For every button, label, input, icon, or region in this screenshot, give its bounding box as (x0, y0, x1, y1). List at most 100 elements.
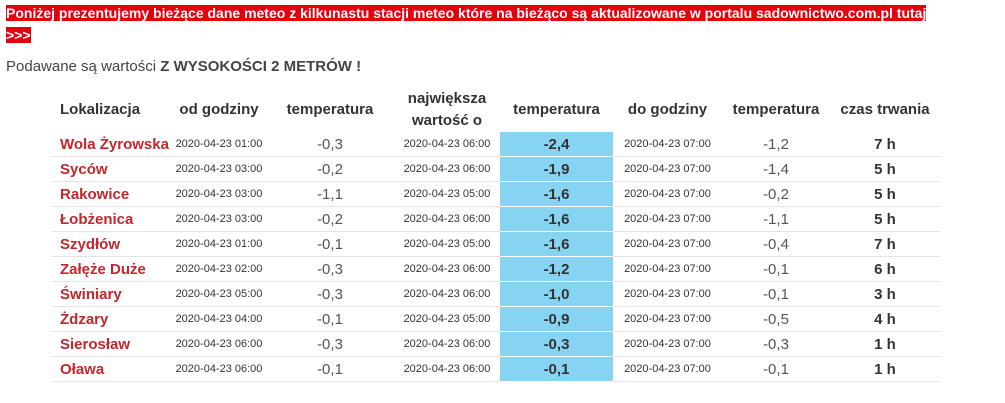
banner-link[interactable]: >>> (6, 27, 31, 43)
note-text: Podawane są wartości (6, 58, 161, 75)
start-temp: -0,3 (266, 256, 394, 282)
start-time: 2020-04-23 06:00 (172, 356, 266, 382)
start-time: 2020-04-23 02:00 (172, 256, 266, 282)
max-temp: -1,6 (500, 206, 613, 232)
duration: 1 h (830, 331, 940, 357)
table-row: Żdzary 2020-04-23 04:00 -0,1 2020-04-23 05:… (52, 306, 940, 332)
max-time: 2020-04-23 06:00 (394, 256, 500, 282)
start-time: 2020-04-23 03:00 (172, 181, 266, 207)
start-time: 2020-04-23 03:00 (172, 206, 266, 232)
column-header: Lokalizacja (60, 101, 141, 118)
data-table: Lokalizacja od godziny temperatura najwięks… (52, 88, 940, 382)
location[interactable]: Syców (52, 156, 172, 182)
end-temp: -0,2 (722, 181, 830, 207)
table-row: Rakowice 2020-04-23 03:00 -1,1 2020-04-23 0… (52, 181, 940, 207)
duration: 6 h (830, 256, 940, 282)
column-header: temperatura (732, 101, 820, 118)
note-bold: Z WYSOKOŚCI 2 METRÓW ! (160, 58, 362, 75)
max-temp: -0,3 (500, 331, 613, 357)
start-time: 2020-04-23 01:00 (172, 132, 266, 157)
location[interactable]: Żdzary (52, 306, 172, 332)
table-row: Załęże Duże 2020-04-23 02:00 -0,3 2020-04-2… (52, 256, 940, 282)
table-row: Sierosław 2020-04-23 06:00 -0,3 2020-04-23 … (52, 331, 940, 357)
end-temp: -0,1 (722, 356, 830, 382)
start-temp: -0,1 (266, 231, 394, 257)
start-temp: -0,1 (266, 356, 394, 382)
table-row: Szydłów 2020-04-23 01:00 -0,1 2020-04-23 05… (52, 231, 940, 257)
end-time: 2020-04-23 07:00 (613, 156, 722, 182)
max-time: 2020-04-23 05:00 (394, 181, 500, 207)
end-time: 2020-04-23 07:00 (613, 206, 722, 232)
table-row: Świniary 2020-04-23 05:00 -0,3 2020-04-23 0… (52, 281, 940, 307)
duration: 7 h (830, 132, 940, 157)
duration: 5 h (830, 181, 940, 207)
banner-line: Poniżej prezentujemy bieżące dane meteo … (6, 5, 927, 21)
column-header: temperatura (286, 101, 374, 118)
start-time: 2020-04-23 05:00 (172, 281, 266, 307)
start-time: 2020-04-23 01:00 (172, 231, 266, 257)
end-time: 2020-04-23 07:00 (613, 132, 722, 157)
end-time: 2020-04-23 07:00 (613, 306, 722, 332)
duration: 7 h (830, 231, 940, 257)
duration: 5 h (830, 156, 940, 182)
max-time: 2020-04-23 06:00 (394, 132, 500, 157)
column-header: od godziny (179, 101, 259, 118)
location[interactable]: Szydłów (52, 231, 172, 257)
max-temp: -1,6 (500, 181, 613, 207)
start-temp: -0,3 (266, 331, 394, 357)
table-row: Syców 2020-04-23 03:00 -0,2 2020-04-23 06:0… (52, 156, 940, 182)
end-time: 2020-04-23 07:00 (613, 281, 722, 307)
start-temp: -0,3 (266, 132, 394, 157)
location[interactable]: Oława (52, 356, 172, 382)
end-time: 2020-04-23 07:00 (613, 331, 722, 357)
end-time: 2020-04-23 07:00 (613, 181, 722, 207)
table-row: Wola Żyrowska 2020-04-23 01:00 -0,3 2020-04… (52, 132, 940, 157)
max-time: 2020-04-23 06:00 (394, 331, 500, 357)
duration: 1 h (830, 356, 940, 382)
location[interactable]: Świniary (52, 281, 172, 307)
max-temp: -2,4 (500, 132, 613, 157)
location[interactable]: Załęże Duże (52, 256, 172, 282)
start-temp: -0,3 (266, 281, 394, 307)
end-temp: -0,3 (722, 331, 830, 357)
banner: Poniżej prezentujemy bieżące dane meteo … (6, 2, 996, 46)
end-time: 2020-04-23 07:00 (613, 231, 722, 257)
column-header: czas trwania (840, 101, 930, 118)
start-temp: -0,2 (266, 156, 394, 182)
location[interactable]: Sierosław (52, 331, 172, 357)
column-header: temperatura (513, 101, 600, 118)
max-temp: -0,1 (500, 356, 613, 382)
max-temp: -0,9 (500, 306, 613, 332)
max-time: 2020-04-23 06:00 (394, 356, 500, 382)
end-temp: -1,1 (722, 206, 830, 232)
max-time: 2020-04-23 05:00 (394, 231, 500, 257)
max-temp: -1,2 (500, 256, 613, 282)
max-time: 2020-04-23 06:00 (394, 156, 500, 182)
max-time: 2020-04-23 06:00 (394, 281, 500, 307)
location[interactable]: Wola Żyrowska (52, 132, 172, 157)
end-temp: -1,4 (722, 156, 830, 182)
header-row: Lokalizacja od godziny temperatura najwięks… (52, 88, 940, 132)
table-row: Oława 2020-04-23 06:00 -0,1 2020-04-23 06:0… (52, 356, 940, 382)
max-temp: -1,9 (500, 156, 613, 182)
end-temp: -0,4 (722, 231, 830, 257)
start-time: 2020-04-23 06:00 (172, 331, 266, 357)
column-header: do godziny (627, 101, 708, 118)
start-temp: -0,2 (266, 206, 394, 232)
end-temp: -0,1 (722, 281, 830, 307)
duration: 5 h (830, 206, 940, 232)
end-temp: -1,2 (722, 132, 830, 157)
duration: 4 h (830, 306, 940, 332)
location[interactable]: Łobżenica (52, 206, 172, 232)
location[interactable]: Rakowice (52, 181, 172, 207)
start-temp: -1,1 (266, 181, 394, 207)
duration: 3 h (830, 281, 940, 307)
note: Podawane są wartości Z WYSOKOŚCI 2 METRÓ… (6, 58, 361, 75)
table-row: Łobżenica 2020-04-23 03:00 -0,2 2020-04-23 … (52, 206, 940, 232)
max-time: 2020-04-23 05:00 (394, 306, 500, 332)
end-time: 2020-04-23 07:00 (613, 256, 722, 282)
end-temp: -0,1 (722, 256, 830, 282)
column-header: największa wartość o (407, 90, 487, 129)
max-time: 2020-04-23 06:00 (394, 206, 500, 232)
